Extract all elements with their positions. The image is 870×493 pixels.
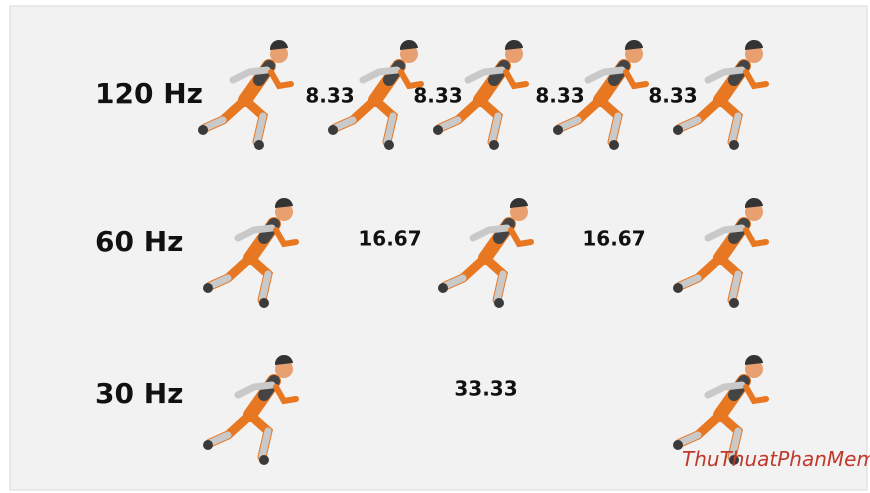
- interval-label: 8.33: [648, 84, 697, 108]
- interval-label: 8.33: [413, 84, 462, 108]
- interval-label: 8.33: [535, 84, 584, 108]
- interval-label: 8.33: [305, 84, 354, 108]
- interval-label: 16.67: [358, 227, 421, 251]
- interval-label: 33.33: [454, 377, 517, 401]
- frame-timing-illustration: ThuThuatPhanMem.vn 120 Hz 8.33 8.33 8.33 8.3…: [0, 0, 870, 493]
- row-label: 30 Hz: [95, 377, 183, 410]
- interval-label: 16.67: [582, 227, 645, 251]
- row-label: 120 Hz: [95, 77, 203, 110]
- watermark: ThuThuatPhanMem.vn: [682, 447, 870, 471]
- row-label: 60 Hz: [95, 225, 183, 258]
